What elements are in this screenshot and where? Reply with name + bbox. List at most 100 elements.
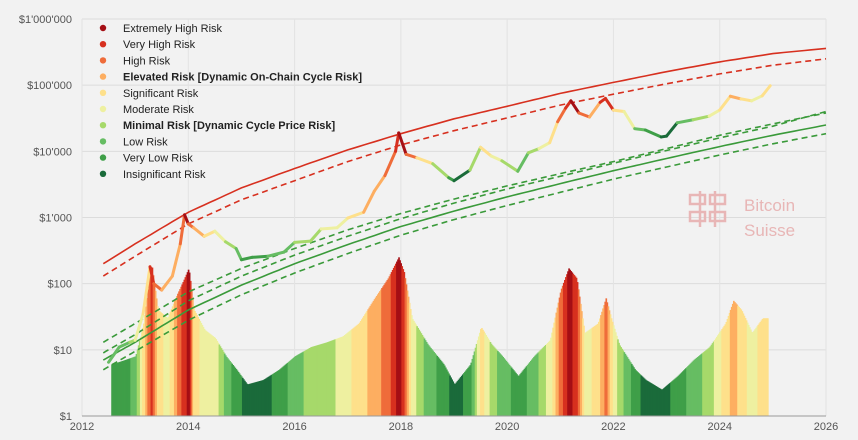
risk-bar (568, 268, 570, 416)
risk-bar (516, 374, 518, 416)
risk-bar (379, 291, 381, 416)
risk-bar (526, 364, 529, 416)
risk-bar (229, 360, 231, 416)
risk-bar (638, 373, 641, 416)
risk-bar (660, 389, 663, 416)
risk-bar (233, 366, 236, 416)
x-tick-label: 2018 (389, 421, 413, 433)
x-tick-label: 2016 (282, 421, 306, 433)
risk-bar (241, 377, 244, 416)
risk-bar (423, 338, 426, 416)
risk-bar (175, 298, 177, 416)
risk-bar (555, 312, 558, 416)
risk-bar (147, 289, 150, 416)
risk-bar (268, 376, 271, 416)
risk-bar (439, 359, 442, 416)
risk-bar (567, 271, 569, 416)
risk-bar (630, 363, 633, 416)
risk-bar (521, 371, 524, 416)
risk-bar (270, 374, 273, 416)
risk-bar (731, 303, 734, 416)
risk-bar (219, 346, 222, 416)
risk-bar (350, 329, 353, 416)
risk-bar (424, 340, 427, 416)
price-segment (319, 226, 339, 231)
risk-bar (125, 359, 127, 416)
risk-bar (398, 257, 400, 416)
price-segment (760, 84, 772, 98)
risk-bar (500, 354, 502, 416)
risk-bar (361, 319, 363, 416)
price-segment (160, 274, 174, 292)
risk-bar (292, 357, 295, 416)
risk-bar (433, 351, 435, 416)
risk-bar (632, 365, 634, 416)
risk-bar (763, 318, 766, 416)
y-tick-label: $10'000 (33, 146, 72, 158)
price-segment (739, 97, 754, 103)
risk-bar (755, 327, 757, 416)
risk-bar (639, 374, 642, 416)
risk-bar (427, 345, 430, 416)
risk-bar (251, 383, 254, 416)
risk-bar (302, 351, 305, 416)
risk-bar (543, 346, 546, 416)
risk-bar (393, 265, 396, 416)
risk-bar (353, 327, 356, 416)
risk-bar (450, 377, 452, 416)
risk-bar (358, 322, 361, 416)
risk-bar (538, 351, 541, 416)
bitcoin-suisse-logo-icon (688, 191, 727, 227)
risk-bar (664, 386, 667, 416)
band-line-lower-dashed-2 (102, 110, 827, 354)
risk-bar (675, 377, 678, 416)
risk-bar (406, 290, 409, 416)
price-segment (293, 239, 313, 244)
risk-bar (222, 351, 225, 416)
risk-bar (497, 351, 499, 416)
risk-bar (460, 375, 463, 416)
risk-bar (148, 280, 151, 416)
risk-bar (738, 306, 740, 416)
risk-bar (645, 380, 648, 416)
risk-bar (577, 289, 580, 416)
risk-bar (584, 332, 586, 416)
risk-bar (333, 339, 336, 416)
price-segment (223, 240, 238, 251)
risk-bar (412, 319, 414, 416)
price-segment (603, 96, 615, 112)
risk-bar (325, 342, 328, 416)
price-segment (633, 127, 647, 132)
risk-bar (592, 326, 595, 416)
risk-bar (672, 380, 675, 416)
price-segment (415, 156, 435, 166)
risk-bar (529, 360, 532, 416)
risk-bar (680, 372, 683, 416)
price-segment (234, 247, 243, 262)
risk-bar (262, 380, 264, 416)
risk-bar (715, 336, 718, 416)
risk-bar (589, 329, 592, 416)
risk-bar (210, 334, 212, 416)
risk-bar (688, 364, 691, 416)
risk-bar (612, 325, 615, 416)
risk-bar (223, 353, 226, 416)
legend-label: Moderate Risk (123, 104, 194, 116)
risk-bar (373, 299, 376, 416)
risk-bar (255, 381, 258, 416)
risk-bar (389, 274, 392, 416)
risk-bar (467, 367, 469, 416)
risk-bar (599, 318, 601, 416)
risk-bar (663, 387, 666, 416)
risk-bar (454, 383, 457, 416)
risk-bar (231, 363, 233, 416)
y-tick-label: $100 (48, 279, 72, 291)
risk-bar (161, 313, 163, 416)
risk-bar (668, 383, 670, 416)
risk-bar (653, 384, 655, 416)
risk-bar (215, 339, 218, 416)
risk-bar (184, 277, 187, 416)
risk-bar (693, 359, 696, 416)
risk-bar (132, 357, 135, 416)
price-segment (588, 100, 602, 119)
